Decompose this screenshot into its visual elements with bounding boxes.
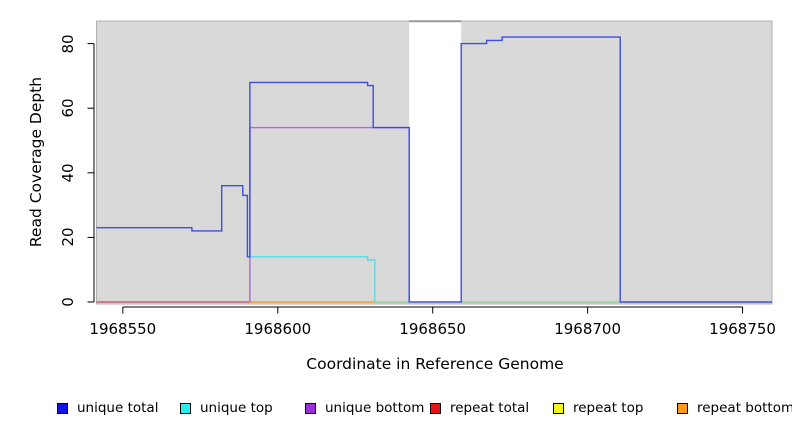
- legend-item: repeat total: [430, 398, 529, 418]
- legend-label: unique bottom: [325, 400, 425, 416]
- x-tick-label: 1968550: [89, 320, 157, 338]
- y-tick-label: 60: [59, 98, 77, 118]
- legend-label: repeat total: [450, 400, 530, 416]
- y-tick-label: 0: [59, 297, 77, 307]
- legend-label: repeat top: [573, 400, 644, 416]
- legend-label: repeat bottom: [697, 400, 792, 416]
- x-tick-label: 1968700: [554, 320, 622, 338]
- legend-swatch-icon: [430, 402, 441, 414]
- legend-label: unique total: [77, 400, 159, 416]
- legend-item: repeat bottom: [677, 398, 792, 418]
- x-tick-label: 1968600: [244, 320, 312, 338]
- legend-swatch-icon: [57, 402, 68, 414]
- series-unique-total-line: [96, 36, 772, 303]
- legend-item: repeat top: [553, 398, 643, 418]
- legend-swatch-icon: [305, 402, 316, 414]
- x-axis-title: Coordinate in Reference Genome: [306, 355, 564, 373]
- masked-region: [409, 22, 462, 303]
- y-tick-label: 80: [59, 34, 77, 54]
- legend-item: unique bottom: [305, 398, 424, 418]
- legend: unique total unique top unique bottom repea…: [0, 398, 792, 422]
- legend-label: unique top: [200, 400, 273, 416]
- legend-swatch-icon: [180, 402, 191, 414]
- legend-swatch-icon: [677, 402, 688, 414]
- x-tick-label: 1968750: [709, 320, 776, 338]
- legend-item: unique top: [180, 398, 273, 418]
- legend-swatch-icon: [553, 402, 564, 414]
- y-axis-title: Read Coverage Depth: [27, 76, 45, 248]
- x-tick-label: 1968650: [399, 320, 467, 338]
- y-tick-label: 20: [59, 227, 77, 247]
- y-tick-label: 40: [59, 163, 77, 183]
- legend-item: unique total: [57, 398, 158, 418]
